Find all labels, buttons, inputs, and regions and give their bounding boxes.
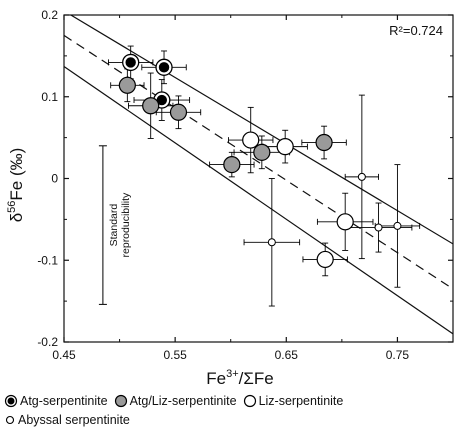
x-tick-label: 0.45 [52,348,76,362]
data-point-atg-liz [118,76,136,94]
lower-confidence-bound-line [64,66,453,335]
y-tick-label: 0.2 [41,8,58,22]
legend-label: Atg-serpentinite [20,393,108,408]
data-point-atg-liz [223,156,241,174]
x-tick-label: 0.55 [163,348,187,362]
y-tick-label: -0.2 [37,335,58,349]
legend-label: Abyssal serpentinite [18,412,130,427]
legend-item-abyssal: Abyssal serpentinite [4,413,130,427]
gray-dot-icon [114,394,127,407]
data-point-abyssal [267,238,276,247]
data-point-atg-liz [315,133,333,152]
legend-label: Atg/Liz-serpentinite [129,393,237,408]
std-repro-label: reproducibility [120,192,132,258]
data-point-atg-liz [169,103,188,121]
black-dot-icon [4,394,18,407]
data-point-liz [276,138,294,156]
legend-item-atg-liz: Atg/Liz-serpentinite [114,394,237,408]
upper-confidence-bound-line [69,15,453,245]
data-point-liz [336,213,354,231]
y-tick-label: 0 [51,172,58,186]
x-tick-label: 0.65 [275,348,299,362]
data-points [118,53,402,269]
std-repro-label: Standard [108,204,120,247]
data-point-abyssal [393,221,402,230]
data-point-atg-core [158,62,170,73]
data-point-abyssal [374,223,383,232]
data-point-liz [242,131,260,149]
error-bars [108,45,421,307]
legend: Atg-serpentinite Atg/Liz-serpentinite Li… [4,391,454,429]
open-circle-icon [243,394,256,407]
data-point-liz [316,250,334,269]
y-axis-title: δ56Fe (‰) [6,148,26,223]
x-tick-label: 0.75 [386,348,410,362]
legend-row-2: Abyssal serpentinite [4,410,454,429]
r2-annotation: R²=0.724 [389,23,443,38]
data-point-atg-core [156,94,168,106]
legend-label: Liz-serpentinite [258,393,344,408]
small-open-circle-icon [5,415,15,424]
x-axis-title: Fe3+/ΣFe [206,368,273,388]
data-point-atg-liz [253,143,271,161]
standard-reproducibility: Standard reproducibility [98,145,132,305]
legend-item-liz: Liz-serpentinite [243,393,344,408]
ticks: 0.45 0.55 0.65 0.75 -0.2 -0.1 0 0.1 0.2 [37,8,454,362]
data-point-atg-liz [142,97,160,115]
y-tick-label: -0.1 [37,253,58,267]
y-tick-label: 0.1 [41,90,58,104]
chart: 0.45 0.55 0.65 0.75 -0.2 -0.1 0 0.1 0.2 R²=0.724… [6,8,454,388]
fit-lines [64,15,453,335]
data-point-atg-core [125,57,136,68]
legend-item-atg: Atg-serpentinite [4,394,108,408]
data-point-abyssal [357,172,366,181]
legend-row-1: Atg-serpentinite Atg/Liz-serpentinite Li… [4,391,454,410]
